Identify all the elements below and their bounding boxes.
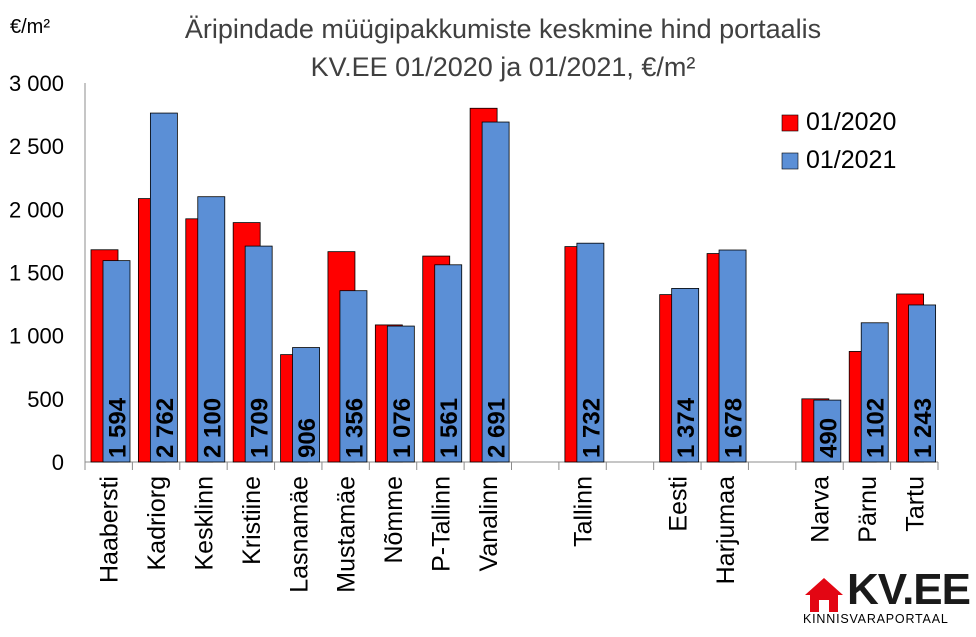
legend-label: 01/2020 [806, 108, 896, 136]
data-label: 1 374 [673, 397, 700, 458]
bar-2021 [718, 249, 747, 463]
category-label: Eesti [664, 476, 692, 532]
data-label: 906 [294, 418, 321, 458]
chart-subtitle: KV.EE 01/2020 ja 01/2021, €/m² [310, 52, 696, 82]
y-tick-label: 2 500 [9, 134, 64, 159]
bar-2021 [434, 264, 463, 463]
axes: 0 500 1 000 1 500 2 000 2 500 3 000 [9, 71, 939, 475]
house-icon [805, 578, 843, 612]
data-label: 2 691 [484, 398, 511, 458]
bar-2021 [386, 325, 415, 463]
data-label: 1 678 [721, 398, 748, 458]
bar-2021 [292, 347, 320, 463]
category-label: Nõmme [380, 476, 408, 564]
y-tick-label: 1 500 [9, 261, 64, 286]
bar-2021 [197, 196, 226, 463]
legend-swatch [781, 152, 799, 170]
bar-2021 [481, 121, 510, 463]
category-labels: Haabersti Kadriorg Kesklinn Kristiine Lasnam… [96, 476, 930, 593]
bar-2021 [339, 290, 368, 463]
bar-2021 [671, 288, 700, 463]
bar-2021 [860, 322, 889, 463]
category-label: Pärnu [854, 476, 882, 543]
bars [90, 107, 937, 463]
category-label: Kesklinn [190, 476, 218, 571]
bar-2021 [149, 112, 178, 463]
category-label: Kadriorg [143, 476, 171, 571]
logo-wordmark: KV.EE [847, 565, 971, 614]
bar-2021 [102, 260, 131, 463]
category-label: Tartu [901, 476, 929, 532]
y-tick-label: 2 000 [9, 197, 64, 222]
chart-title: Äripindade müügipakkumiste keskmine hind… [184, 14, 822, 44]
data-label: 1 732 [578, 398, 605, 458]
data-label: 1 709 [247, 398, 274, 458]
category-label: Tallinn [570, 476, 598, 547]
y-tick-label: 500 [27, 387, 64, 412]
data-label: 1 243 [910, 398, 937, 458]
legend: 01/2020 01/2021 [781, 108, 896, 174]
legend-label: 01/2021 [806, 146, 896, 174]
bar-2021 [576, 242, 605, 463]
data-label: 1 102 [863, 398, 890, 458]
logo-subtitle: KINNISVARAPORTAAL [803, 612, 949, 626]
legend-swatch [781, 114, 799, 132]
y-axis-unit-label: €/m² [10, 16, 50, 38]
kv-ee-logo[interactable]: KV.EE KINNISVARAPORTAAL [803, 565, 971, 630]
y-tick-label: 3 000 [9, 71, 64, 96]
y-tick-label: 1 000 [9, 324, 64, 349]
bar-2021 [908, 304, 937, 463]
data-label: 2 762 [152, 398, 179, 458]
category-label: Lasnamäe [285, 476, 313, 593]
category-label: Vanalinn [475, 476, 503, 571]
data-label: 1 594 [105, 397, 132, 458]
category-label: Narva [807, 476, 835, 543]
y-tick-label: 0 [52, 450, 64, 475]
category-label: Haabersti [96, 476, 124, 583]
bar-2021 [813, 399, 842, 463]
data-labels: 1 594 2 762 2 100 1 709 906 1 356 1 076 1 561 2 … [105, 397, 938, 458]
data-label: 1 356 [341, 398, 368, 458]
data-label: 2 100 [199, 398, 226, 458]
data-label: 1 076 [389, 398, 416, 458]
category-label: P-Tallinn [427, 476, 455, 572]
bar-2021 [244, 245, 273, 463]
data-label: 1 561 [436, 398, 463, 458]
category-label: Mustamäe [333, 476, 361, 593]
category-label: Kristiine [238, 476, 266, 565]
data-label: 490 [815, 418, 842, 458]
category-label: Harjumaa [712, 476, 740, 584]
